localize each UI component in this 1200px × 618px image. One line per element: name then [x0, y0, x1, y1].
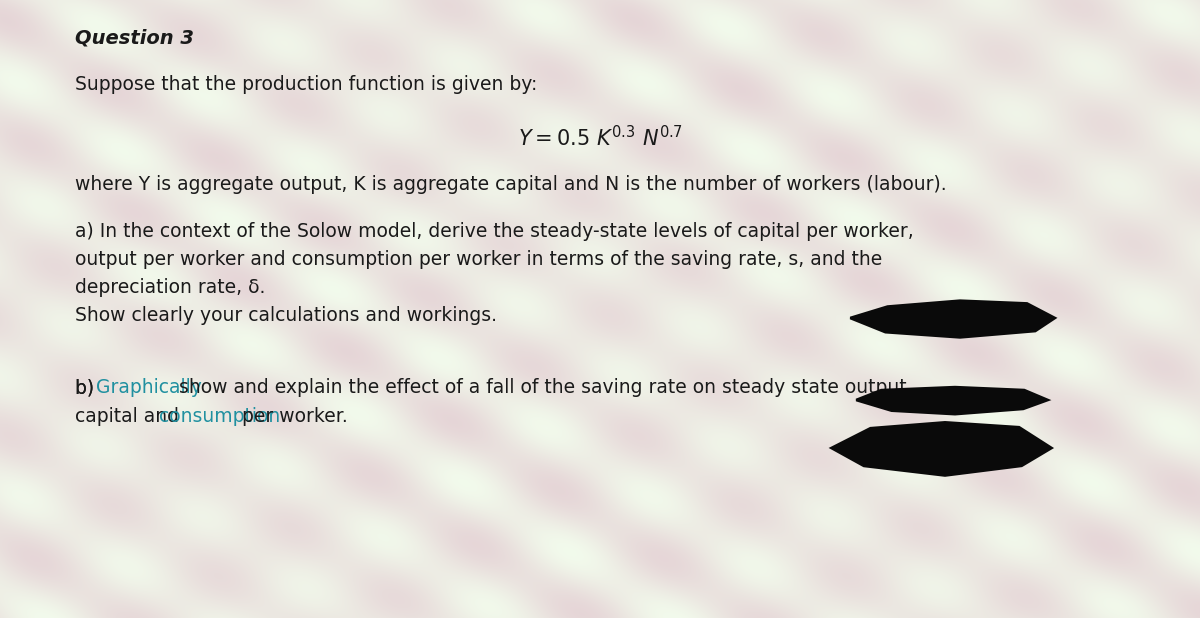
Text: show and explain the effect of a fall of the saving rate on steady state output,: show and explain the effect of a fall of… [173, 378, 913, 397]
Polygon shape [832, 422, 1051, 475]
Text: output per worker and consumption per worker in terms of the saving rate, s, and: output per worker and consumption per wo… [74, 250, 882, 269]
Text: Graphically: Graphically [96, 378, 202, 397]
Text: where Y is aggregate output, K is aggregate capital and N is the number of worke: where Y is aggregate output, K is aggreg… [74, 175, 947, 194]
Text: Suppose that the production function is given by:: Suppose that the production function is … [74, 75, 538, 94]
Text: depreciation rate, δ.: depreciation rate, δ. [74, 278, 265, 297]
Text: capital and: capital and [74, 407, 185, 426]
Text: Show clearly your calculations and workings.: Show clearly your calculations and worki… [74, 306, 497, 325]
Text: a) In the context of the Solow model, derive the steady-state levels of capital : a) In the context of the Solow model, de… [74, 222, 913, 241]
Polygon shape [857, 387, 1048, 414]
Text: b): b) [74, 378, 100, 397]
Polygon shape [851, 301, 1055, 337]
Text: Question 3: Question 3 [74, 28, 194, 47]
Text: $Y = 0.5\ K^{0.3}\ N^{0.7}$: $Y = 0.5\ K^{0.3}\ N^{0.7}$ [518, 125, 682, 150]
Text: consumption: consumption [160, 407, 281, 426]
Text: b): b) [74, 378, 100, 397]
Text: per worker.: per worker. [236, 407, 348, 426]
